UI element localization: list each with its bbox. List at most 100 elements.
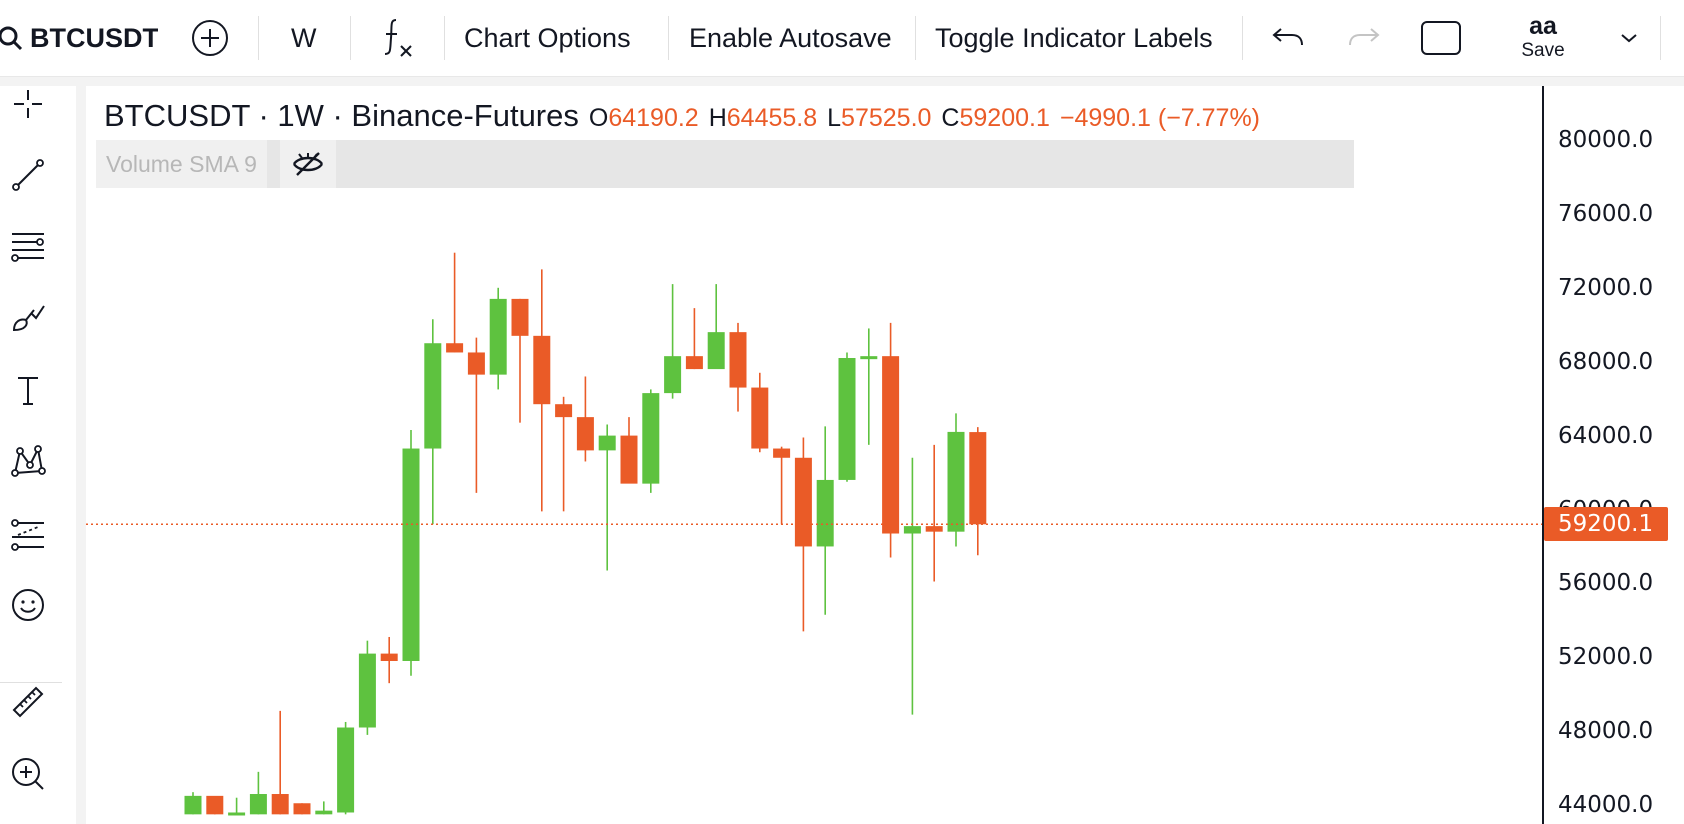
drawing-toolbar (0, 86, 76, 824)
crosshair-icon (10, 86, 46, 122)
tool-trend-line[interactable] (0, 147, 56, 203)
candle (773, 446, 791, 525)
chevron-down-icon (1618, 30, 1640, 46)
candle (838, 352, 856, 482)
tool-emoji[interactable] (0, 577, 56, 633)
candle-body (402, 448, 420, 661)
square-icon (1420, 20, 1462, 56)
divider (1242, 16, 1243, 60)
candle-body (860, 356, 878, 360)
indicators-button[interactable] (380, 0, 418, 76)
candle-body (969, 432, 987, 525)
change-value: −4990.1 (−7.77%) (1059, 104, 1261, 132)
interval-button[interactable]: W (291, 0, 316, 76)
candlestick-chart (86, 252, 1542, 816)
tool-brush[interactable] (0, 290, 56, 346)
tool-forecast[interactable] (0, 505, 56, 561)
candle-body (489, 298, 507, 375)
hide-indicator-button[interactable] (280, 140, 336, 188)
divider (668, 16, 669, 60)
candle (511, 298, 529, 423)
candle-body (511, 298, 529, 336)
enable-autosave-button[interactable]: Enable Autosave (689, 0, 892, 76)
candle-body (424, 343, 442, 449)
symbol-label: BTCUSDT (30, 22, 158, 53)
candle-body (620, 435, 638, 484)
function-icon (380, 16, 418, 60)
candle (228, 797, 246, 816)
emoji-icon (10, 587, 46, 623)
redo-button[interactable] (1346, 0, 1382, 76)
high-key: H (708, 104, 727, 132)
candle-body (555, 404, 573, 418)
candle (358, 640, 376, 735)
price-axis[interactable]: 80000.076000.072000.068000.064000.060000… (1542, 86, 1684, 824)
high-value: 64455.8 (726, 104, 818, 132)
candle-body (816, 479, 834, 547)
candle (816, 426, 834, 615)
undo-icon (1270, 23, 1306, 53)
indicator-row[interactable]: Volume SMA 9 (96, 140, 1354, 188)
tool-crosshair[interactable] (0, 76, 56, 132)
low-value: 57525.0 (841, 104, 932, 132)
tool-text[interactable] (0, 362, 56, 418)
layout-menu-button[interactable] (1618, 0, 1640, 76)
close-key: C (941, 104, 960, 132)
open-value: 64190.2 (608, 104, 699, 132)
ruler-icon (10, 684, 46, 720)
price-tick: 72000.0 (1558, 274, 1654, 301)
chart-legend: BTCUSDT · 1W · Binance-Futures O64190.2 … (104, 98, 1260, 134)
candle (402, 430, 420, 676)
chart-options-button[interactable]: Chart Options (464, 0, 631, 76)
zoom-in-icon (10, 756, 46, 792)
fib-lines-icon (10, 228, 46, 264)
tool-ruler[interactable] (0, 674, 56, 730)
tool-fib-lines[interactable] (0, 218, 56, 274)
search-icon (0, 23, 28, 53)
save-layout-button[interactable]: aa Save (1510, 0, 1576, 76)
candle-body (315, 810, 333, 815)
price-tick: 44000.0 (1558, 792, 1654, 819)
candle (664, 284, 682, 399)
divider (915, 16, 916, 60)
legend-title: BTCUSDT · 1W · Binance-Futures (104, 98, 579, 133)
candle-body (903, 526, 921, 534)
candle-body (358, 653, 376, 728)
symbol-search-button[interactable]: BTCUSDT (0, 0, 158, 76)
candle-body (184, 795, 202, 815)
pattern-icon (10, 443, 46, 479)
candle-body (598, 435, 616, 451)
close-value: 59200.1 (959, 104, 1050, 132)
price-tick: 64000.0 (1558, 422, 1654, 449)
chart-pane[interactable]: BTCUSDT · 1W · Binance-Futures O64190.2 … (86, 86, 1542, 824)
interval-label: W (291, 22, 317, 53)
candle (467, 337, 485, 493)
legend-close: C59200.1 (941, 104, 1049, 133)
add-circle-icon (190, 18, 230, 58)
candle (620, 417, 638, 484)
trend-line-icon (10, 157, 46, 193)
candle (860, 328, 878, 445)
candle (315, 801, 333, 815)
candle (249, 771, 267, 815)
tool-pattern[interactable] (0, 433, 56, 489)
save-label: Save (1521, 40, 1565, 61)
candle-body (206, 795, 224, 815)
candle-body (380, 653, 398, 661)
undo-button[interactable] (1270, 0, 1306, 76)
sidebar-divider (0, 682, 62, 683)
compare-button[interactable] (190, 0, 230, 76)
candle-body (882, 356, 900, 534)
candle-body (685, 356, 703, 370)
candle (903, 457, 921, 715)
candle-body (337, 727, 355, 813)
layout-name: aa (1529, 12, 1557, 40)
candle-body (576, 417, 594, 451)
candle (707, 284, 725, 370)
fullscreen-button[interactable] (1420, 0, 1462, 76)
tool-zoom-in[interactable] (0, 746, 56, 802)
toggle-indicator-labels-button[interactable]: Toggle Indicator Labels (935, 0, 1213, 76)
candle (685, 308, 703, 370)
eye-off-icon (291, 150, 325, 178)
candle (380, 636, 398, 684)
